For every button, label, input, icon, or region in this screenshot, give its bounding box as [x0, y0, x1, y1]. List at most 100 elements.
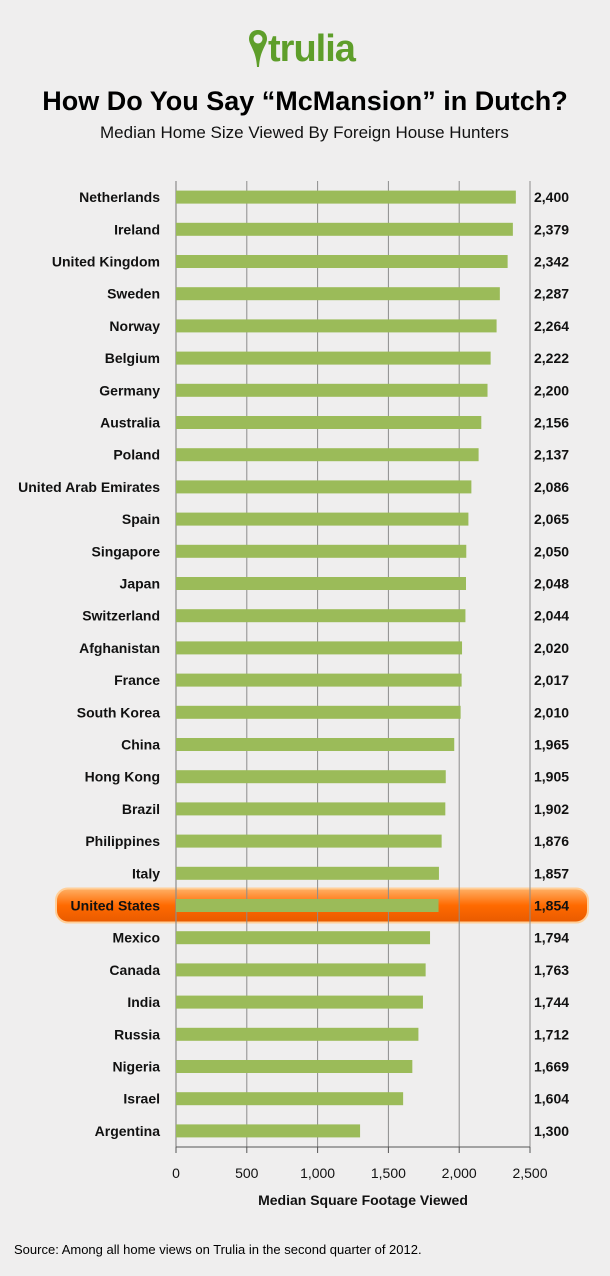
value-label: 2,017: [534, 672, 569, 688]
value-label: 1,854: [534, 898, 569, 914]
value-label: 1,902: [534, 801, 569, 817]
bar: [176, 931, 431, 945]
source-note: Source: Among all home views on Trulia i…: [14, 1242, 422, 1257]
value-label: 1,965: [534, 737, 569, 753]
value-label: 2,342: [534, 254, 569, 270]
bar: [176, 673, 462, 687]
value-label: 1,300: [534, 1123, 569, 1139]
x-tick-label: 2,500: [512, 1165, 547, 1181]
category-label: Australia: [100, 415, 160, 431]
bar: [176, 641, 463, 655]
bar: [176, 255, 508, 268]
x-tick-label: 1,000: [300, 1165, 335, 1181]
category-label: Mexico: [113, 930, 160, 946]
category-label: Ireland: [114, 221, 160, 237]
category-label: Russia: [114, 1026, 160, 1042]
value-label: 2,050: [534, 543, 569, 559]
map-pin-icon: [249, 30, 267, 67]
bar: [176, 287, 500, 301]
page-subtitle: Median Home Size Viewed By Foreign House…: [100, 123, 509, 142]
value-label: 1,744: [534, 994, 569, 1010]
category-label: Spain: [122, 511, 160, 527]
value-label: 1,905: [534, 769, 569, 785]
bar: [176, 738, 455, 751]
value-label: 1,857: [534, 865, 569, 881]
category-label: Canada: [109, 962, 160, 978]
x-tick-label: 2,000: [442, 1165, 477, 1181]
bar: [176, 770, 446, 784]
bar: [176, 1060, 413, 1073]
value-label: 2,200: [534, 382, 569, 398]
bar: [176, 802, 446, 816]
category-label: Netherlands: [79, 189, 160, 205]
value-label: 1,712: [534, 1026, 569, 1042]
page-title: How Do You Say “McMansion” in Dutch?: [42, 86, 568, 116]
bar: [176, 609, 466, 623]
category-label: Switzerland: [82, 608, 160, 624]
category-label: Nigeria: [113, 1059, 161, 1075]
category-label: Japan: [120, 576, 160, 592]
category-label: Norway: [109, 318, 160, 334]
bar: [176, 1124, 361, 1138]
x-axis-title: Median Square Footage Viewed: [258, 1192, 468, 1208]
value-label: 1,794: [534, 930, 569, 946]
bar: [176, 995, 423, 1009]
bar: [176, 963, 426, 977]
category-label: Brazil: [122, 801, 160, 817]
bar: [176, 866, 439, 880]
bar: [176, 448, 479, 462]
value-label: 1,604: [534, 1091, 569, 1107]
category-label: Italy: [132, 865, 160, 881]
category-label: Philippines: [85, 833, 160, 849]
value-label: 2,156: [534, 415, 569, 431]
value-label: 2,137: [534, 447, 569, 463]
value-label: 1,876: [534, 833, 569, 849]
bar: [176, 1092, 404, 1106]
trulia-logo: [248, 28, 268, 73]
x-tick-label: 1,500: [371, 1165, 406, 1181]
value-label: 2,264: [534, 318, 569, 334]
value-label: 2,065: [534, 511, 569, 527]
category-label: Hong Kong: [85, 769, 160, 785]
bar: [176, 351, 491, 365]
x-tick-label: 500: [235, 1165, 259, 1181]
value-label: 2,379: [534, 221, 569, 237]
category-label: United Kingdom: [52, 254, 160, 270]
bar: [176, 705, 461, 719]
value-label: 2,400: [534, 189, 569, 205]
bar: [176, 834, 442, 848]
category-label: Singapore: [92, 543, 161, 559]
value-label: 2,044: [534, 608, 569, 624]
category-label: United States: [71, 898, 161, 914]
category-label: Afghanistan: [79, 640, 160, 656]
value-label: 2,010: [534, 704, 569, 720]
category-label: Poland: [113, 447, 160, 463]
category-label: Belgium: [105, 350, 160, 366]
value-label: 2,222: [534, 350, 569, 366]
bar: [176, 319, 497, 333]
category-label: France: [114, 672, 160, 688]
bar: [176, 480, 472, 494]
bar: [176, 577, 466, 590]
category-label: India: [127, 994, 160, 1010]
value-label: 1,763: [534, 962, 569, 978]
bar: [176, 512, 469, 526]
bar: [176, 222, 513, 236]
bar: [176, 899, 439, 912]
value-label: 2,287: [534, 286, 569, 302]
x-tick-label: 0: [172, 1165, 180, 1181]
brand-name: trulia: [268, 28, 356, 70]
category-label: Argentina: [95, 1123, 161, 1139]
bar: [176, 416, 482, 429]
value-label: 2,020: [534, 640, 569, 656]
value-label: 2,048: [534, 576, 569, 592]
bar: [176, 383, 488, 397]
category-label: Israel: [123, 1091, 160, 1107]
bar: [176, 544, 467, 558]
value-label: 1,669: [534, 1059, 569, 1075]
bar-chart: 0 500 1,000 1,500 2,000 2,500 Netherlands 2,400…: [18, 181, 589, 1208]
category-label: China: [121, 737, 160, 753]
category-label: Sweden: [107, 286, 160, 302]
category-label: South Korea: [77, 704, 160, 720]
category-label: United Arab Emirates: [18, 479, 160, 495]
